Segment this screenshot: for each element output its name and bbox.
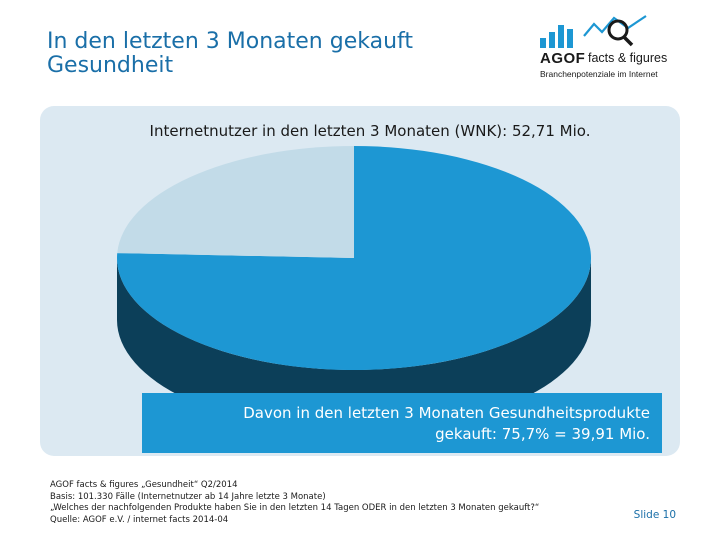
slide-number: Slide 10	[633, 509, 676, 521]
logo-graphic	[540, 15, 647, 48]
page-title-line1: In den letzten 3 Monaten gekauft	[47, 29, 413, 54]
callout-line2: gekauft: 75,7% = 39,91 Mio.	[435, 425, 650, 443]
footer-notes: AGOF facts & figures „Gesundheit“ Q2/201…	[50, 480, 610, 526]
chart-title: Internetnutzer in den letzten 3 Monaten …	[149, 122, 591, 140]
logo-brand: AGOF	[540, 50, 586, 67]
logo-bar	[549, 32, 555, 48]
footer-line: Quelle: AGOF e.V. / internet facts 2014-…	[50, 514, 229, 525]
logo-product: facts & figures	[588, 51, 668, 65]
logo-trend-line	[583, 15, 647, 37]
logo-tagline: Branchenpotenziale im Internet	[540, 69, 658, 79]
logo-bar	[567, 29, 573, 48]
footer-line: „Welches der nachfolgenden Produkte habe…	[50, 503, 540, 513]
footer-line: AGOF facts & figures „Gesundheit“ Q2/201…	[50, 480, 238, 490]
page-title-line2: Gesundheit	[47, 53, 174, 78]
logo-bar	[540, 38, 546, 48]
logo-bar	[558, 25, 564, 48]
magnifier-icon	[607, 19, 629, 41]
callout-box: Davon in den letzten 3 Monaten Gesundhei…	[142, 393, 662, 453]
footer-line: Basis: 101.330 Fälle (Internetnutzer ab …	[50, 491, 326, 502]
pie-slice	[117, 146, 355, 258]
pie-slice-side	[117, 258, 591, 432]
magnifier-handle	[622, 35, 634, 47]
page-title: In den letzten 3 Monaten gekauft Gesundh…	[47, 30, 507, 78]
callout-line1: Davon in den letzten 3 Monaten Gesundhei…	[243, 404, 650, 422]
agof-logo: AGOF facts & figures Branchenpotenziale …	[536, 12, 676, 82]
